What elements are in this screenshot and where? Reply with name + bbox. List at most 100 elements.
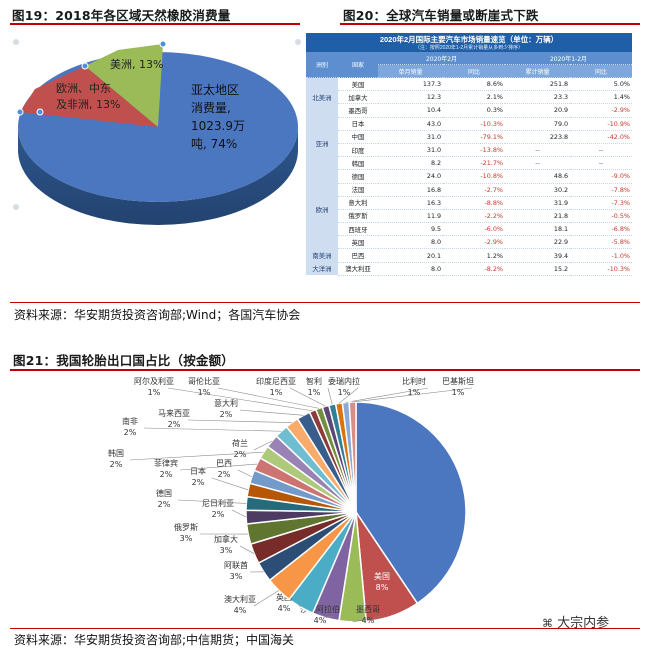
slice-value-label: 2% (124, 428, 137, 437)
handle-4 (36, 108, 44, 116)
table-note: （注：按照2020年1-2月累计销量从多到少排序） (414, 45, 524, 51)
label-asia-3: 1023.9万 (191, 119, 245, 133)
value-cell: 137.3 (378, 77, 444, 92)
slice-value-label: 4% (314, 616, 327, 624)
slice-value-label: 1% (452, 388, 465, 397)
slice-value-label: 41% (501, 473, 519, 482)
value-cell: -- (570, 156, 632, 171)
table-row: 韩国 8.2 -21.7% -- -- (306, 156, 632, 171)
region-cell: 南美洲 (306, 248, 338, 263)
fig20-table-panel: 2020年2月国际主要汽车市场销量速览（单位：万辆） （注：按照2020年1-2… (306, 33, 632, 291)
source1-rule (10, 302, 640, 303)
watermark-text: 大宗内参 (557, 616, 610, 631)
country-cell: 中国 (338, 130, 378, 144)
table-title: 2020年2月国际主要汽车市场销量速览（单位：万辆） (379, 35, 559, 44)
slice-name-label: 意大利 (214, 398, 238, 408)
leader-line (237, 469, 252, 477)
leader-line (239, 409, 304, 416)
sales-table: 洲别 国家 2020年2月 2020年1-2月 单月销量 同比 累计销量 同比 … (306, 52, 632, 276)
leader-line (338, 387, 359, 404)
region-cell: 亚洲 (306, 117, 338, 170)
slice-name-label: 智利 (306, 376, 322, 386)
slice-value-label: 1% (148, 388, 161, 397)
value-cell: 79.0 (504, 117, 571, 131)
slice-value-label: 2% (168, 420, 181, 429)
value-cell: 5.0% (570, 77, 632, 92)
value-cell: -- (504, 143, 571, 158)
label-asia-2: 消费量, (191, 101, 231, 115)
watermark: ⌘ 大宗内参 (542, 612, 609, 631)
slice-name-label: 英国 (276, 592, 292, 602)
value-cell: 12.3 (378, 90, 444, 105)
value-cell: -10.9% (570, 117, 632, 131)
leader-line (327, 387, 333, 405)
slice-name-label: 阿联酋 (224, 560, 248, 570)
country-cell: 韩国 (338, 156, 378, 171)
value-cell: 39.4 (504, 248, 571, 263)
table-row: 欧洲 德国 24.0 -10.8% 48.6 -9.0% (306, 169, 632, 249)
slice-name-label: 俄罗斯 (174, 522, 198, 532)
slice-value-label: 2% (212, 510, 225, 519)
slice-value-label: 1% (338, 388, 351, 397)
value-cell: -5.8% (570, 235, 632, 250)
slice-name-label: 委瑞内拉 (328, 376, 360, 386)
region-cell: 欧洲 (306, 169, 338, 249)
slice-value-label: 1% (408, 388, 421, 397)
slice-name-label: 尼日利亚 (202, 498, 234, 508)
handle-7 (295, 39, 301, 45)
table-row: 法国 16.8 -2.7% 30.2 -7.8% (306, 183, 632, 197)
label-asia-1: 亚太地区 (191, 82, 239, 97)
label-asia-4: 吨, 74% (191, 137, 237, 151)
value-cell: -79.1% (443, 130, 505, 144)
table-row: 西班牙 9.5 -6.0% 18.1 -6.8% (306, 222, 632, 237)
slice-value-label: 8% (376, 583, 389, 592)
value-cell: 1.2% (443, 248, 505, 263)
slice-name-label: 墨西哥 (356, 605, 380, 614)
col-cum-yoy: 同比 (570, 64, 632, 78)
group-header-row: 洲别 国家 2020年2月 2020年1-2月 (306, 52, 632, 78)
table-row: 大洋洲 澳大利亚 8.0 -8.2% 15.2 -10.3% (306, 262, 632, 276)
value-cell: 22.9 (504, 235, 571, 250)
slice-name-label: 澳大利亚 (224, 594, 256, 604)
table-row: 北美洲 美国 137.3 8.6% 251.8 5.0% (306, 77, 632, 118)
slice-name-label: 马来西亚 (158, 409, 190, 418)
value-cell: 0.3% (443, 103, 505, 118)
leader-line (167, 387, 313, 412)
table-row: 南美洲 巴西 20.1 1.2% 39.4 -1.0% (306, 248, 632, 263)
leader-line (211, 477, 249, 491)
value-cell: -8.8% (443, 196, 505, 210)
value-cell: 8.0 (378, 235, 444, 250)
slice-america (85, 44, 163, 127)
value-cell: 48.6 (504, 169, 571, 184)
wechat-icon: ⌘ (542, 617, 553, 630)
country-cell: 美国 (338, 77, 378, 92)
leader-line (253, 440, 272, 451)
slice-value-label: 2% (158, 500, 171, 509)
value-cell: -42.0% (570, 130, 632, 144)
slice-name-label: 比利时 (402, 376, 426, 386)
region-cell: 北美洲 (306, 77, 338, 118)
pie-side (18, 127, 298, 225)
value-cell: -2.9% (570, 103, 632, 118)
handle-1 (159, 40, 167, 48)
table-row: 墨西哥 10.4 0.3% 20.9 -2.9% (306, 103, 632, 118)
value-cell: -2.7% (443, 183, 505, 197)
table-body: 北美洲 美国 137.3 8.6% 251.8 5.0% 加拿大 12.3 2.1% 23.3 1.… (306, 77, 632, 276)
value-cell: 2.1% (443, 90, 505, 105)
col-country: 国家 (338, 52, 378, 78)
table-row: 印度 31.0 -13.8% -- -- (306, 143, 632, 158)
value-cell: -8.2% (443, 262, 505, 276)
leader-line (179, 463, 258, 471)
col-month-sales: 单月销量 (378, 64, 444, 78)
sub-header-row: 单月销量 同比 累计销量 同比 (306, 64, 632, 78)
source2: 资料来源：华安期货投资咨询部;中信期货；中国海关 (14, 633, 295, 647)
fig21-title: 图21：我国轮胎出口国占比（按金额） (13, 353, 234, 368)
slice-name-label: 菲律宾 (154, 458, 178, 468)
country-cell: 西班牙 (338, 222, 378, 237)
value-cell: 20.1 (378, 248, 444, 263)
slice-name-label: 巴基斯坦 (442, 376, 474, 386)
slice-name-label: 加拿大 (214, 534, 238, 544)
value-cell: -7.8% (570, 183, 632, 197)
value-cell: 1.4% (570, 90, 632, 105)
handle-3 (16, 108, 24, 116)
